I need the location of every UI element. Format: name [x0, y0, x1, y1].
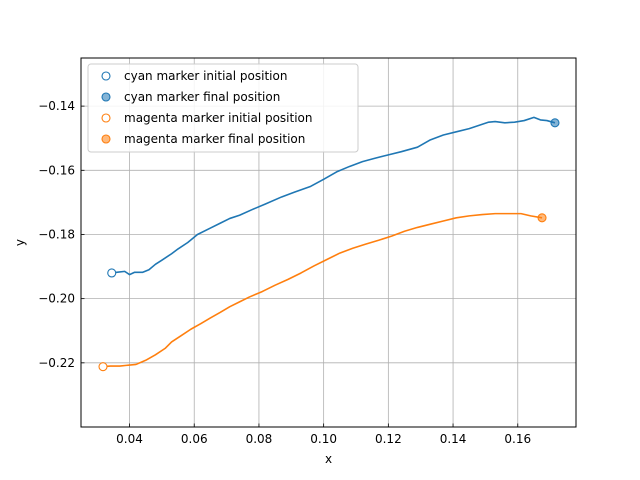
- y-tick-label: −0.20: [38, 292, 75, 306]
- series-layer: [98, 116, 560, 372]
- y-tick-label: −0.14: [38, 99, 75, 113]
- legend-label: magenta marker final position: [124, 132, 305, 146]
- legend-label: cyan marker final position: [124, 90, 280, 104]
- series-line-cyan: [111, 116, 556, 276]
- legend-label: magenta marker initial position: [124, 111, 313, 125]
- x-tick-label: 0.08: [246, 432, 273, 446]
- x-tick-label: 0.06: [181, 432, 208, 446]
- legend: cyan marker initial position cyan marker …: [87, 63, 359, 153]
- y-tick-label: −0.18: [38, 227, 75, 241]
- x-tick-label: 0.04: [116, 432, 143, 446]
- legend-label: cyan marker initial position: [124, 69, 287, 83]
- initial-marker-cyan: [107, 268, 117, 278]
- x-tick-label: 0.10: [310, 432, 337, 446]
- initial-marker-magenta: [98, 362, 108, 372]
- x-axis-label: x: [325, 452, 332, 466]
- plot-frame: [80, 57, 577, 428]
- legend-box: [87, 63, 359, 153]
- legend-marker: [101, 113, 111, 123]
- y-axis-label: y: [13, 239, 27, 246]
- x-tick-label: 0.16: [504, 432, 531, 446]
- y-axis-ticks: −0.22 −0.20 −0.18 −0.16 −0.14: [38, 99, 85, 370]
- y-tick-label: −0.16: [38, 163, 75, 177]
- series-line-magenta: [102, 212, 543, 368]
- legend-marker: [101, 92, 111, 102]
- legend-marker: [101, 71, 111, 81]
- x-tick-label: 0.12: [375, 432, 402, 446]
- x-tick-label: 0.14: [440, 432, 467, 446]
- x-axis-ticks: 0.04 0.06 0.08 0.10 0.12 0.14 0.16: [116, 423, 531, 446]
- final-marker-cyan: [550, 118, 560, 128]
- legend-marker: [101, 134, 111, 144]
- y-tick-label: −0.22: [38, 356, 75, 370]
- final-marker-magenta: [537, 213, 547, 223]
